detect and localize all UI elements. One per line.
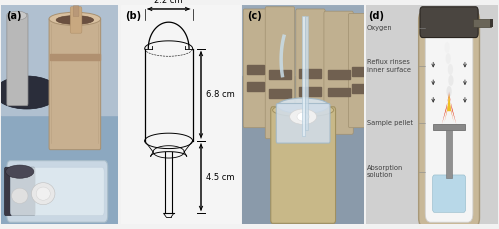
Text: (c): (c) [247, 11, 261, 21]
Ellipse shape [36, 187, 50, 200]
FancyBboxPatch shape [324, 11, 353, 134]
Bar [352, 67, 365, 76]
Bar [446, 130, 453, 178]
Ellipse shape [446, 53, 451, 64]
FancyBboxPatch shape [7, 161, 108, 222]
Text: Absorption
solution: Absorption solution [367, 165, 403, 178]
FancyBboxPatch shape [271, 107, 335, 223]
Ellipse shape [272, 104, 334, 117]
Text: (a): (a) [5, 11, 21, 21]
Bar [302, 16, 305, 136]
Ellipse shape [445, 42, 450, 53]
Bar [1, 114, 118, 224]
Ellipse shape [448, 75, 454, 86]
FancyBboxPatch shape [73, 6, 79, 17]
FancyBboxPatch shape [70, 7, 82, 33]
Ellipse shape [11, 188, 28, 204]
FancyBboxPatch shape [4, 167, 35, 216]
Bar [433, 124, 465, 130]
FancyBboxPatch shape [420, 7, 478, 38]
Text: Sample pellet: Sample pellet [367, 120, 413, 126]
FancyBboxPatch shape [10, 167, 104, 216]
Bar [299, 69, 321, 78]
Ellipse shape [277, 98, 329, 113]
Ellipse shape [31, 183, 55, 205]
FancyBboxPatch shape [419, 11, 480, 227]
Ellipse shape [8, 11, 27, 20]
FancyBboxPatch shape [243, 9, 267, 128]
Polygon shape [442, 91, 457, 124]
Bar [352, 84, 365, 93]
Bar [1, 5, 118, 114]
FancyBboxPatch shape [348, 13, 369, 128]
Text: Reflux rinses
inner surface: Reflux rinses inner surface [367, 59, 411, 73]
Polygon shape [445, 96, 454, 122]
Bar [50, 54, 99, 60]
Bar [305, 16, 307, 130]
Ellipse shape [290, 109, 316, 124]
FancyBboxPatch shape [425, 24, 473, 222]
Ellipse shape [448, 64, 453, 75]
Bar [490, 19, 493, 27]
Bar [327, 70, 350, 79]
Bar [247, 65, 264, 74]
FancyBboxPatch shape [296, 9, 325, 134]
Ellipse shape [5, 165, 34, 178]
Ellipse shape [447, 86, 452, 97]
Text: (d): (d) [368, 11, 384, 21]
Ellipse shape [49, 12, 101, 25]
Bar [269, 90, 291, 98]
FancyBboxPatch shape [433, 175, 466, 212]
Text: Oxygen: Oxygen [367, 25, 393, 31]
Ellipse shape [56, 16, 94, 24]
FancyBboxPatch shape [7, 13, 28, 106]
Bar [299, 87, 321, 96]
Bar [242, 5, 364, 75]
Bar [247, 82, 264, 91]
Text: 2.2 cm: 2.2 cm [154, 0, 183, 5]
Bar [473, 19, 492, 27]
Bar [269, 70, 291, 79]
FancyBboxPatch shape [265, 7, 294, 139]
Text: (b): (b) [126, 11, 142, 21]
Polygon shape [447, 94, 451, 111]
Ellipse shape [0, 76, 59, 109]
Text: 4.5 cm: 4.5 cm [206, 173, 235, 182]
FancyBboxPatch shape [276, 104, 330, 143]
Ellipse shape [297, 112, 309, 121]
Text: 6.8 cm: 6.8 cm [206, 90, 235, 99]
FancyBboxPatch shape [49, 18, 101, 150]
Bar [327, 88, 350, 96]
